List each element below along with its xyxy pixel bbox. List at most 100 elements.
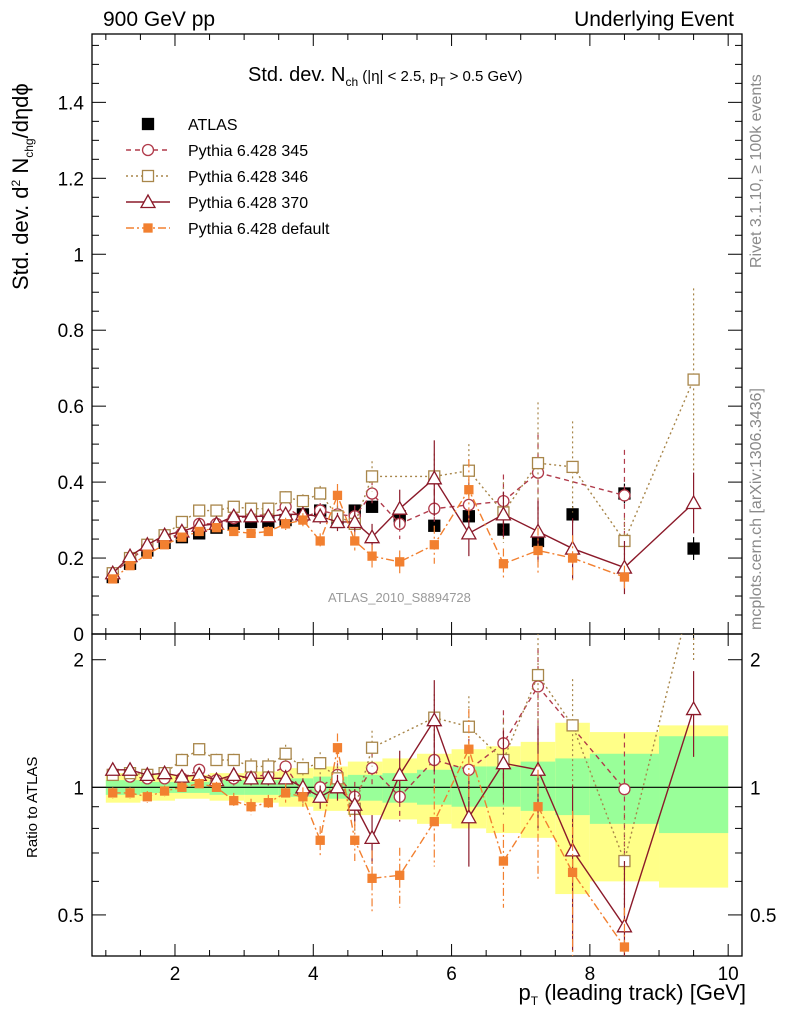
ratio-pythia-6-428-default-point (108, 788, 118, 798)
main-pythia-6-428-default-point (464, 485, 474, 495)
main-pythia-6-428-default-point (194, 526, 204, 537)
ratio-pythia-6-428-370-point (495, 754, 512, 770)
plot-title-main: Std. dev. N (248, 64, 346, 86)
ratio-pythia-6-428-370-point (346, 796, 363, 811)
main-pythia-6-428-370-point (346, 513, 363, 529)
main-pythia-6-428-default-point (533, 545, 543, 556)
main-atlas-point (687, 542, 700, 555)
ratio-pythia-6-428-370-point (260, 770, 277, 785)
ratio-pythia-6-428-370-point (391, 766, 408, 782)
main-pythia-6-428-370-point (242, 507, 260, 523)
legend-pythia-6-428-370-label: Pythia 6.428 370 (188, 195, 308, 212)
y-tick-label: 0.6 (58, 397, 84, 418)
main-pythia-6-428-default-point (211, 523, 222, 533)
ratio-pythia-6-428-370-point (460, 808, 477, 824)
y-tick-label: 1 (73, 245, 84, 266)
main-pythia-6-428-default-point (177, 532, 187, 542)
y-axis-label-sub: chg (22, 138, 36, 158)
legend-pythia-6-428-345-marker (141, 143, 155, 157)
ratio-pythia-6-428-default-point (619, 942, 630, 952)
main-pythia-6-428-370-point (225, 507, 242, 523)
ratio-pythia-6-428-346-point (227, 753, 240, 767)
y-tick-label: 1.4 (58, 93, 85, 114)
y-axis-label: Std. dev. d2 Nchg/dηdϕ (8, 83, 36, 290)
plot-title-cut1: (|η| < 2.5, p (358, 68, 439, 85)
main-pythia-6-428-346-point (296, 494, 310, 508)
legend-pythia-6-428-default-label: Pythia 6.428 default (188, 221, 330, 238)
main-pythia-6-428-370-point (460, 525, 477, 540)
ratio-pythia-6-428-default-point (280, 788, 291, 798)
header-analysis: Underlying Event (574, 8, 734, 31)
header-collision: 900 GeV pp (103, 8, 216, 31)
legend-pythia-6-428-345-label: Pythia 6.428 345 (188, 143, 308, 160)
x-tick-label: 2 (170, 964, 181, 985)
ratio-pythia-6-428-370-point (329, 778, 346, 794)
y-axis-label-part3: /dηdϕ (8, 83, 33, 139)
y-tick-label: 0.2 (58, 549, 84, 570)
ratio-pythia-6-428-default-point (177, 782, 187, 792)
ratio-pythia-6-428-370-point (363, 829, 381, 844)
main-pythia-6-428-370-point (495, 506, 512, 521)
ratio-pythia-6-428-370-point (426, 711, 443, 727)
ratio-pythia-6-428-345-point (365, 761, 379, 775)
ratio-pythia-6-428-default-point (125, 788, 135, 798)
main-pythia-6-428-default-point (567, 553, 578, 563)
main-pythia-6-428-370-point (685, 494, 702, 510)
ratio-pythia-6-428-default-point (464, 744, 474, 754)
main-pythia-6-428-default-point (315, 536, 325, 546)
main-pythia-6-428-default-line (112, 488, 625, 580)
legend-pythia-6-428-346-label: Pythia 6.428 346 (188, 169, 308, 186)
ratio-pythia-6-428-370-point (225, 766, 242, 782)
main-pythia-6-428-default-point (298, 515, 308, 525)
x-tick-label: 4 (308, 964, 319, 985)
ratio-y-tick-label: 0.5 (58, 906, 84, 927)
ratio-pythia-6-428-default-point (246, 802, 256, 812)
main-pythia-6-428-346-point (279, 491, 292, 504)
main-pythia-6-428-default-point (332, 490, 343, 501)
ratio-pythia-6-428-346-point (314, 757, 327, 770)
main-pythia-6-428-default-point (367, 551, 377, 561)
ratio-pythia-6-428-370-point (685, 700, 702, 716)
main-pythia-6-428-345-point (365, 487, 379, 500)
main-pythia-6-428-default-point (229, 526, 239, 537)
ratio-pythia-6-428-345-point (618, 783, 631, 796)
x-axis-label-part1: p (518, 980, 531, 1005)
plot-title: Std. dev. Nch (|η| < 2.5, pT > 0.5 GeV) (248, 64, 523, 89)
ratio-pythia-6-428-370-point (121, 761, 139, 776)
x-axis-label-sub: T (530, 994, 539, 1008)
ratio-pythia-6-428-346-point (566, 719, 579, 732)
main-pythia-6-428-370-point (363, 528, 381, 544)
ratio-pythia-6-428-default-point (429, 816, 439, 827)
ratio-pythia-6-428-default-point (367, 873, 377, 883)
ratio-pythia-6-428-346-point (279, 747, 292, 760)
ratio-pythia-6-428-default-point (533, 802, 543, 812)
main-pythia-6-428-default-point (263, 526, 273, 537)
ratio-y-tick-label: 2 (73, 651, 84, 672)
legend-pythia-6-428-370-marker (139, 193, 157, 209)
main-pythia-6-428-default-point (246, 528, 256, 539)
main-pythia-6-428-default-point (280, 519, 291, 529)
ratio-pythia-6-428-default-line (112, 747, 626, 948)
ratio-pythia-6-428-346-point (193, 743, 206, 756)
main-pythia-6-428-370-point (426, 469, 443, 485)
ratio-pythia-6-428-default-point (567, 867, 578, 878)
ratio-pythia-6-428-346-point (531, 668, 545, 682)
legend-atlas-label: ATLAS (188, 117, 238, 134)
ratio-y-tick-label-right: 1 (750, 778, 761, 799)
main-pythia-6-428-default-point (108, 574, 118, 584)
ratio-pythia-6-428-default-point (395, 870, 405, 880)
ratio-y-tick-label: 1 (73, 778, 84, 799)
x-tick-label: 10 (718, 964, 739, 985)
ratio-pythia-6-428-370-point (139, 766, 156, 782)
ratio-pythia-6-428-default-point (332, 743, 343, 753)
main-pythia-6-428-default-point (159, 540, 170, 550)
y-tick-label: 0.8 (58, 321, 84, 342)
main-pythia-6-428-default-point (125, 560, 135, 571)
ratio-pythia-6-428-345-point (531, 680, 545, 693)
main-pythia-6-428-default-point (350, 536, 360, 546)
main-pythia-6-428-default-point (619, 572, 630, 582)
ratio-pythia-6-428-default-point (315, 835, 325, 845)
legend-atlas-marker (141, 117, 155, 131)
main-pythia-6-428-default-point (395, 557, 405, 567)
